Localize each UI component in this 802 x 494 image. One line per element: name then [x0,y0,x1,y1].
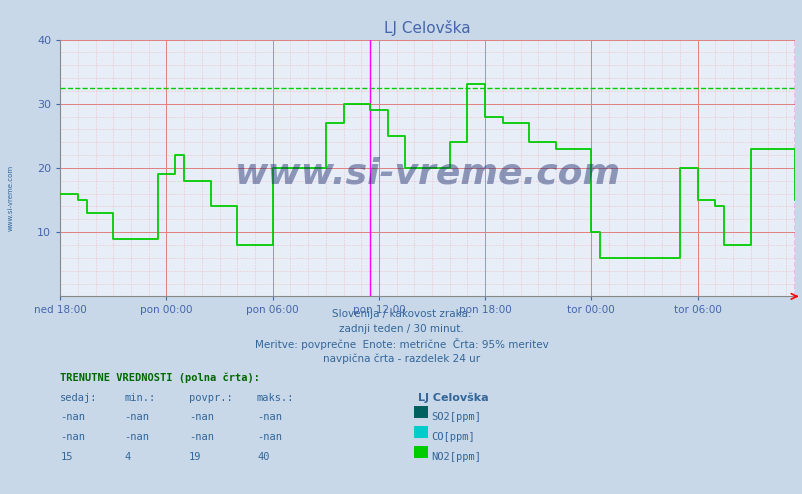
Text: SO2[ppm]: SO2[ppm] [431,412,480,422]
Text: -nan: -nan [257,412,282,422]
Text: www.si-vreme.com: www.si-vreme.com [7,165,14,231]
Text: povpr.:: povpr.: [188,393,232,403]
Text: sedaj:: sedaj: [60,393,98,403]
Text: -nan: -nan [124,432,149,442]
Text: NO2[ppm]: NO2[ppm] [431,452,480,462]
Text: 19: 19 [188,452,201,462]
Text: 15: 15 [60,452,73,462]
Text: -nan: -nan [188,432,213,442]
Text: LJ Celovška: LJ Celovška [417,393,488,403]
Text: zadnji teden / 30 minut.: zadnji teden / 30 minut. [338,324,464,333]
Text: CO[ppm]: CO[ppm] [431,432,474,442]
Text: -nan: -nan [188,412,213,422]
Text: www.si-vreme.com: www.si-vreme.com [234,156,620,190]
Text: TRENUTNE VREDNOSTI (polna črta):: TRENUTNE VREDNOSTI (polna črta): [60,373,260,383]
Title: LJ Celovška: LJ Celovška [384,20,470,36]
Text: navpična črta - razdelek 24 ur: navpična črta - razdelek 24 ur [322,353,480,364]
Text: min.:: min.: [124,393,156,403]
Text: 4: 4 [124,452,131,462]
Text: -nan: -nan [60,432,85,442]
Text: -nan: -nan [60,412,85,422]
Text: Meritve: povprečne  Enote: metrične  Črta: 95% meritev: Meritve: povprečne Enote: metrične Črta:… [254,338,548,350]
Text: -nan: -nan [257,432,282,442]
Text: 40: 40 [257,452,269,462]
Text: Slovenija / kakovost zraka.: Slovenija / kakovost zraka. [331,309,471,319]
Text: -nan: -nan [124,412,149,422]
Text: maks.:: maks.: [257,393,294,403]
